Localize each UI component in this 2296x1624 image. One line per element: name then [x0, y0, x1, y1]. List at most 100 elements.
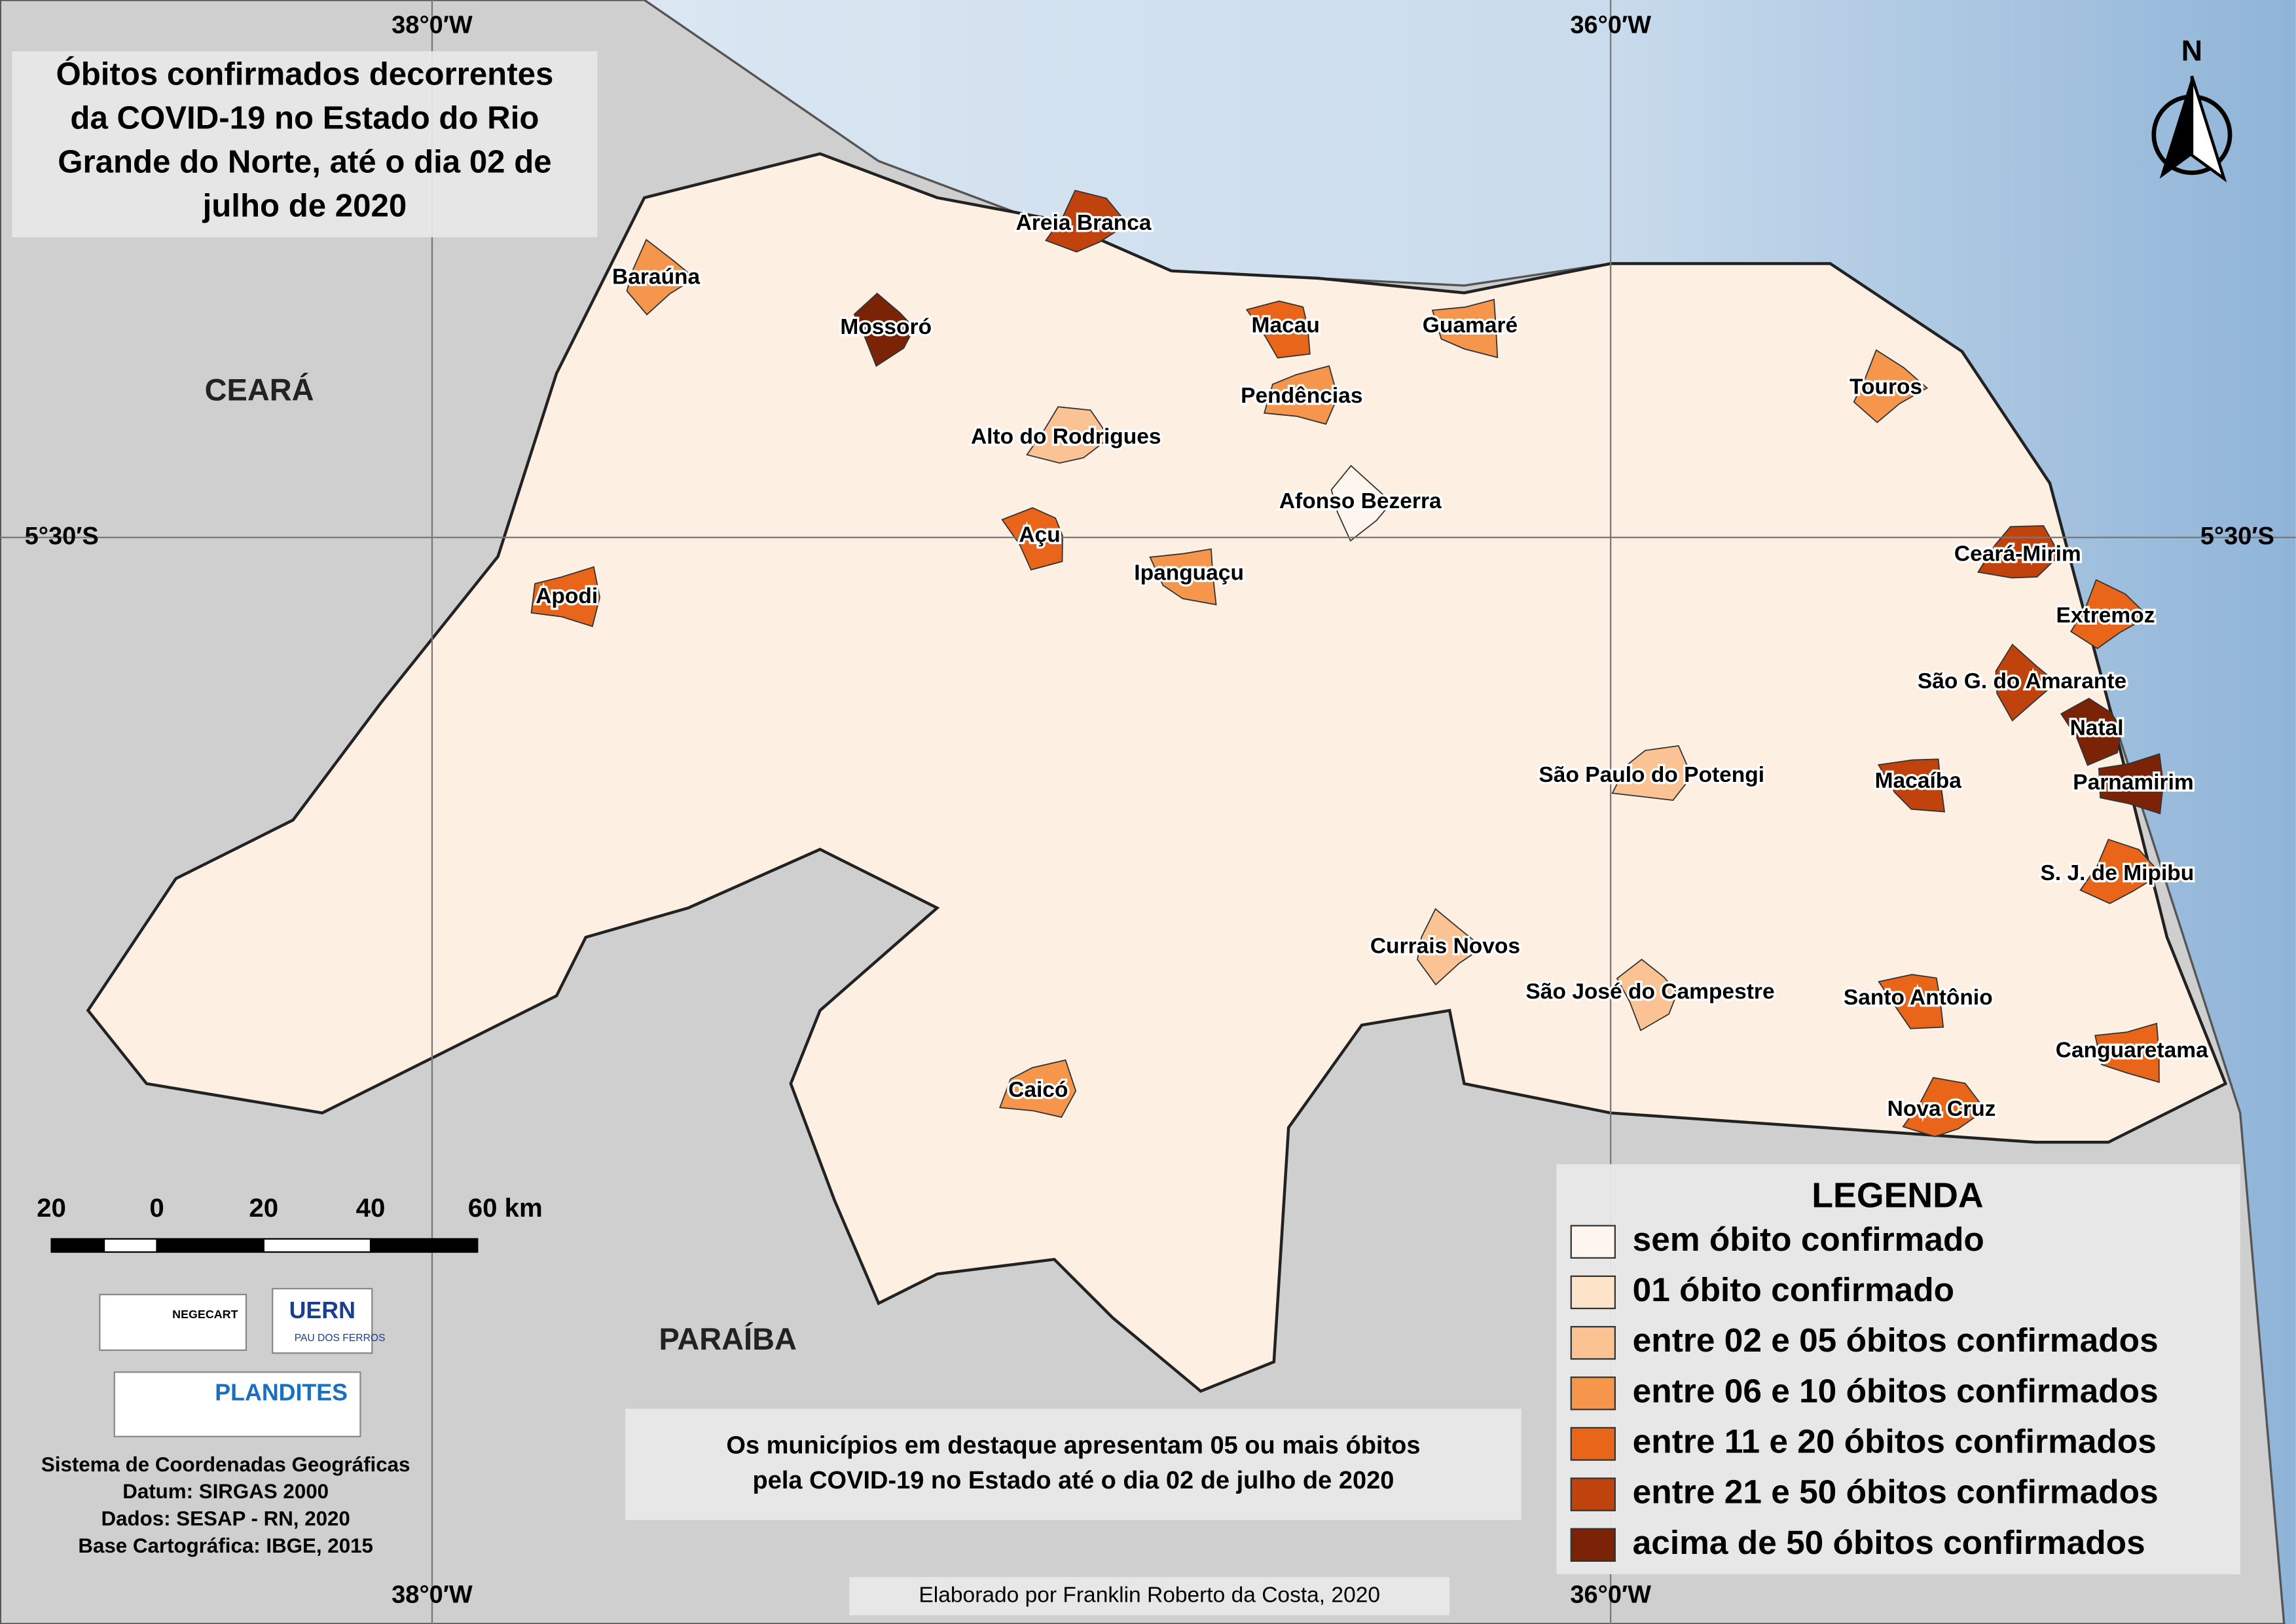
municipalities — [530, 189, 2164, 1137]
longitude-label: 36°0′W — [1570, 11, 1651, 39]
scale-label: 40 — [356, 1193, 386, 1223]
municipality — [1977, 525, 2061, 579]
scale-bar — [50, 1238, 479, 1253]
neighbor-label: PARAÍBA — [659, 1321, 796, 1356]
municipality — [1878, 974, 1944, 1029]
municipality — [2060, 697, 2123, 766]
logo-plandites — [113, 1371, 361, 1437]
note-line: pela COVID-19 no Estado até o dia 02 de … — [753, 1467, 1394, 1494]
municipality — [1995, 643, 2058, 722]
longitude-label: 38°0′W — [392, 1581, 473, 1609]
municipality-label: Guamaré — [1423, 314, 1518, 338]
legend-swatch — [1570, 1376, 1616, 1411]
municipality-label: São Paulo do Potengi — [1539, 763, 1764, 787]
municipality — [2079, 838, 2162, 904]
municipality — [1902, 1077, 1986, 1137]
scale-label: 20 — [249, 1193, 278, 1223]
logo-text: PLANDITES — [215, 1379, 348, 1405]
municipality-label: Canguaretama — [2056, 1038, 2208, 1062]
note-line: Os municípios em destaque apresentam 05 … — [726, 1431, 1420, 1459]
municipality — [1616, 959, 1678, 1031]
municipality-label: Currais Novos — [1370, 934, 1520, 959]
municipality — [1611, 745, 1693, 801]
legend-label: entre 11 e 20 óbitos confirmados — [1633, 1422, 2157, 1460]
municipality — [1330, 464, 1393, 542]
logo-text: NEGECART — [172, 1308, 238, 1321]
legend-label: entre 06 e 10 óbitos confirmados — [1633, 1371, 2159, 1409]
latitude-label: 5°30′S — [25, 523, 99, 550]
municipality — [1045, 189, 1129, 253]
scale-segment — [50, 1238, 105, 1253]
legend-swatch — [1570, 1477, 1616, 1511]
municipality-label: Baraúna — [612, 265, 701, 289]
credit-box — [849, 1577, 1450, 1615]
logo-text: UERN — [289, 1297, 355, 1323]
municipality — [999, 1059, 1077, 1118]
scale-segment — [156, 1238, 264, 1253]
municipality — [1431, 299, 1499, 359]
municipality — [1853, 349, 1929, 424]
legend-box — [1556, 1164, 2240, 1574]
title-box — [12, 51, 598, 238]
neighbor-label: CEARÁ — [205, 373, 314, 407]
municipality-label: S. J. de Mipibu — [2041, 861, 2195, 885]
municipality-label: Parnamirim — [2073, 770, 2194, 794]
note-box — [625, 1409, 1522, 1521]
metadata-line: Base Cartográfica: IBGE, 2015 — [78, 1534, 373, 1557]
municipality-label: São G. do Amarante — [1918, 669, 2126, 693]
municipality-label: Areia Branca — [1016, 211, 1152, 235]
scale-segment — [103, 1238, 158, 1253]
logo-text: PAU DOS FERROS — [295, 1333, 386, 1344]
legend-swatch — [1570, 1528, 1616, 1562]
scale-label: 60 km — [468, 1193, 543, 1223]
municipality-label: Mossoró — [840, 315, 932, 339]
legend-label: entre 02 e 05 óbitos confirmados — [1633, 1321, 2159, 1359]
municipality — [1877, 758, 1946, 813]
scale-label: 20 — [37, 1193, 66, 1223]
north-arrow-right — [2190, 75, 2227, 183]
legend-swatch — [1570, 1225, 1616, 1259]
longitude-label: 36°0′W — [1570, 1581, 1651, 1609]
north-arrow — [2151, 75, 2232, 183]
logo-negecart — [99, 1293, 247, 1351]
municipality-label: Pendências — [1241, 384, 1362, 408]
municipality-label: Santo Antônio — [1844, 986, 1993, 1010]
municipality-label: Nova Cruz — [1887, 1097, 1996, 1121]
municipality-label: Touros — [1850, 375, 1922, 399]
title-line: Óbitos confirmados decorrentes — [56, 55, 553, 92]
municipality — [626, 238, 697, 316]
legend-label: 01 óbito confirmado — [1633, 1270, 1954, 1308]
credit: Elaborado por Franklin Roberto da Costa,… — [919, 1583, 1380, 1607]
municipality — [1417, 908, 1484, 986]
scale-segment — [263, 1238, 372, 1253]
legend-swatch — [1570, 1427, 1616, 1461]
scale-label: 0 — [149, 1193, 164, 1223]
municipality — [530, 566, 601, 627]
title-line: Grande do Norte, até o dia 02 de — [58, 143, 551, 179]
north-arrow-left — [2159, 76, 2192, 179]
legend-title: LEGENDA — [1812, 1175, 1983, 1215]
municipality-label: Ceará-Mirim — [1954, 542, 2081, 566]
municipality — [1245, 300, 1311, 359]
legend-swatch — [1570, 1275, 1616, 1310]
scale-segment — [369, 1238, 479, 1253]
municipality-label: Afonso Bezerra — [1279, 489, 1442, 513]
legend-swatch — [1570, 1325, 1616, 1360]
legend-label: sem óbito confirmado — [1633, 1220, 1984, 1258]
municipality — [2098, 753, 2164, 815]
municipality-label: Açu — [1019, 523, 1060, 547]
state-outline — [86, 152, 2228, 1393]
municipality-label: Apodi — [536, 584, 598, 608]
title-line: julho de 2020 — [202, 188, 407, 224]
municipality-label: Macau — [1252, 314, 1320, 338]
municipality-label: Macaíba — [1875, 769, 1962, 793]
municipality — [853, 292, 915, 367]
metadata-line: Dados: SESAP - RN, 2020 — [101, 1507, 350, 1530]
title-line: da COVID-19 no Estado do Rio — [70, 100, 539, 136]
metadata-line: Sistema de Coordenadas Geográficas — [41, 1453, 410, 1476]
longitude-label: 38°0′W — [392, 11, 473, 39]
municipality — [1149, 548, 1217, 606]
municipality — [1001, 507, 1063, 571]
municipality-label: Natal — [2070, 716, 2124, 741]
municipality-label: Ipanguaçu — [1134, 561, 1244, 585]
